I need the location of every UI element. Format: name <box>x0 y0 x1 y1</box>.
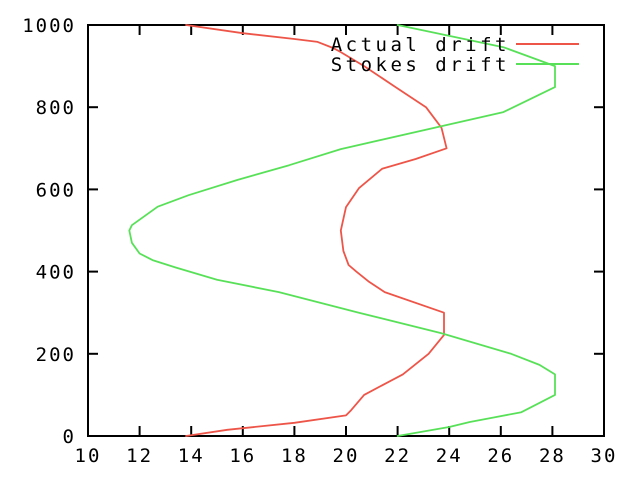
x-tick-label: 18 <box>281 445 308 467</box>
legend-label-stokes-drift: Stokes drift <box>331 54 510 76</box>
legend: Actual drift Stokes drift <box>331 34 579 76</box>
x-axis-ticks <box>87 25 605 436</box>
x-axis-labels: 10 12 14 16 18 20 22 24 26 28 30 <box>75 445 618 467</box>
x-tick-label: 24 <box>436 445 463 467</box>
y-axis-ticks <box>88 24 604 437</box>
legend-label-actual-drift: Actual drift <box>331 34 510 56</box>
x-tick-label: 30 <box>591 445 618 467</box>
series-line-actual-drift <box>185 24 448 437</box>
x-tick-label: 28 <box>539 445 566 467</box>
x-tick-label: 26 <box>487 445 514 467</box>
y-tick-label: 800 <box>36 97 76 119</box>
y-tick-label: 0 <box>63 426 76 448</box>
series-lines <box>128 24 556 437</box>
series-line-stokes-drift <box>128 24 556 437</box>
y-tick-label: 1000 <box>22 15 76 37</box>
y-tick-label: 600 <box>36 179 76 201</box>
x-tick-label: 16 <box>229 445 256 467</box>
x-tick-label: 10 <box>75 445 102 467</box>
y-axis-labels: 0 200 400 600 800 1000 <box>22 15 76 448</box>
x-tick-label: 20 <box>333 445 360 467</box>
x-tick-label: 22 <box>384 445 411 467</box>
y-tick-label: 400 <box>36 262 76 284</box>
y-tick-label: 200 <box>36 344 76 366</box>
plot-border <box>87 24 605 437</box>
x-tick-label: 12 <box>126 445 153 467</box>
x-tick-label: 14 <box>178 445 205 467</box>
